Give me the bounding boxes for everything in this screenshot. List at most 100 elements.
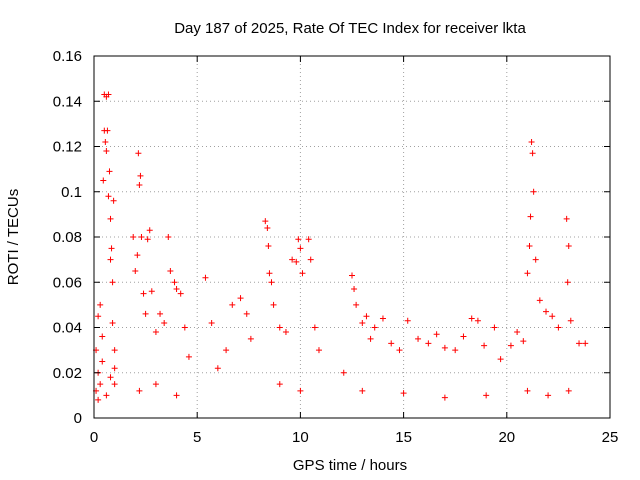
data-point xyxy=(102,138,109,145)
data-point xyxy=(295,236,302,243)
data-point xyxy=(132,267,139,274)
data-point xyxy=(532,256,539,263)
data-point xyxy=(270,301,277,308)
data-point xyxy=(297,245,304,252)
data-point xyxy=(305,236,312,243)
data-point xyxy=(441,344,448,351)
data-point xyxy=(137,172,144,179)
data-point xyxy=(497,356,504,363)
data-point xyxy=(106,168,113,175)
data-point xyxy=(289,256,296,263)
data-point xyxy=(181,324,188,331)
grid-lines xyxy=(94,56,610,418)
data-point xyxy=(95,313,102,320)
data-point xyxy=(173,286,180,293)
data-point xyxy=(425,340,432,347)
axis-ticks xyxy=(93,55,611,419)
data-point xyxy=(268,279,275,286)
data-point xyxy=(353,301,360,308)
y-tick-label: 0.06 xyxy=(53,274,82,291)
data-point xyxy=(107,256,114,263)
data-point xyxy=(524,270,531,277)
data-point xyxy=(266,270,273,277)
data-point xyxy=(415,335,422,342)
data-point xyxy=(452,347,459,354)
chart-title: Day 187 of 2025, Rate Of TEC Index for r… xyxy=(174,20,526,37)
data-point xyxy=(582,340,589,347)
data-point xyxy=(109,279,116,286)
data-point xyxy=(165,234,172,240)
x-tick-label: 5 xyxy=(193,429,201,446)
data-point xyxy=(351,286,358,293)
y-tick-label: 0.04 xyxy=(53,320,82,337)
data-point xyxy=(110,197,117,204)
data-point xyxy=(371,324,378,331)
x-tick-label: 10 xyxy=(292,429,309,446)
data-point xyxy=(105,91,112,98)
x-axis-label: GPS time / hours xyxy=(293,457,407,474)
data-point xyxy=(388,340,395,347)
data-point xyxy=(140,290,147,297)
data-point xyxy=(107,374,114,381)
data-point xyxy=(136,387,143,394)
data-point xyxy=(146,227,153,234)
data-point xyxy=(229,301,236,308)
data-point xyxy=(152,329,159,336)
x-tick-label: 25 xyxy=(602,429,619,446)
data-point xyxy=(474,317,481,324)
y-tick-label: 0 xyxy=(74,410,82,427)
y-tick-label: 0.12 xyxy=(53,139,82,156)
x-tick-label: 15 xyxy=(395,429,412,446)
data-point xyxy=(247,335,254,342)
data-point xyxy=(363,313,370,320)
data-point xyxy=(565,387,572,394)
data-point xyxy=(565,243,572,250)
data-point xyxy=(359,319,366,326)
data-point xyxy=(529,150,536,157)
data-point xyxy=(276,324,283,331)
data-point xyxy=(307,256,314,263)
data-point xyxy=(520,338,527,345)
data-point xyxy=(527,213,534,220)
data-point xyxy=(111,365,118,372)
data-point xyxy=(349,272,355,279)
y-tick-label: 0.08 xyxy=(53,229,82,246)
data-point xyxy=(237,295,244,302)
data-point xyxy=(134,252,141,259)
data-point xyxy=(400,390,407,397)
data-point xyxy=(367,335,374,342)
x-tick-label: 20 xyxy=(498,429,515,446)
data-point xyxy=(340,369,347,376)
data-point xyxy=(514,329,521,336)
data-point xyxy=(576,340,583,347)
data-point xyxy=(142,310,149,317)
data-point xyxy=(282,329,289,336)
data-point xyxy=(315,347,322,354)
data-point xyxy=(359,387,366,394)
data-point xyxy=(555,324,562,331)
data-point xyxy=(136,181,143,188)
data-point xyxy=(111,381,118,388)
data-point xyxy=(214,365,221,372)
data-point xyxy=(262,218,269,225)
data-point xyxy=(564,279,571,286)
data-point xyxy=(297,387,304,394)
data-point xyxy=(379,315,386,322)
data-point xyxy=(97,381,104,388)
data-point xyxy=(95,396,102,403)
data-point xyxy=(111,347,118,354)
data-point xyxy=(460,333,467,340)
y-tick-label: 0.14 xyxy=(53,93,82,110)
data-point xyxy=(100,177,107,184)
data-point xyxy=(161,319,168,326)
data-point xyxy=(99,358,106,365)
data-point xyxy=(563,215,570,222)
data-point xyxy=(97,301,104,308)
data-point xyxy=(103,392,110,399)
data-point xyxy=(524,387,531,394)
data-point xyxy=(185,353,192,360)
data-point xyxy=(157,310,164,317)
y-tick-label: 0.1 xyxy=(61,184,82,201)
data-point xyxy=(567,317,574,324)
